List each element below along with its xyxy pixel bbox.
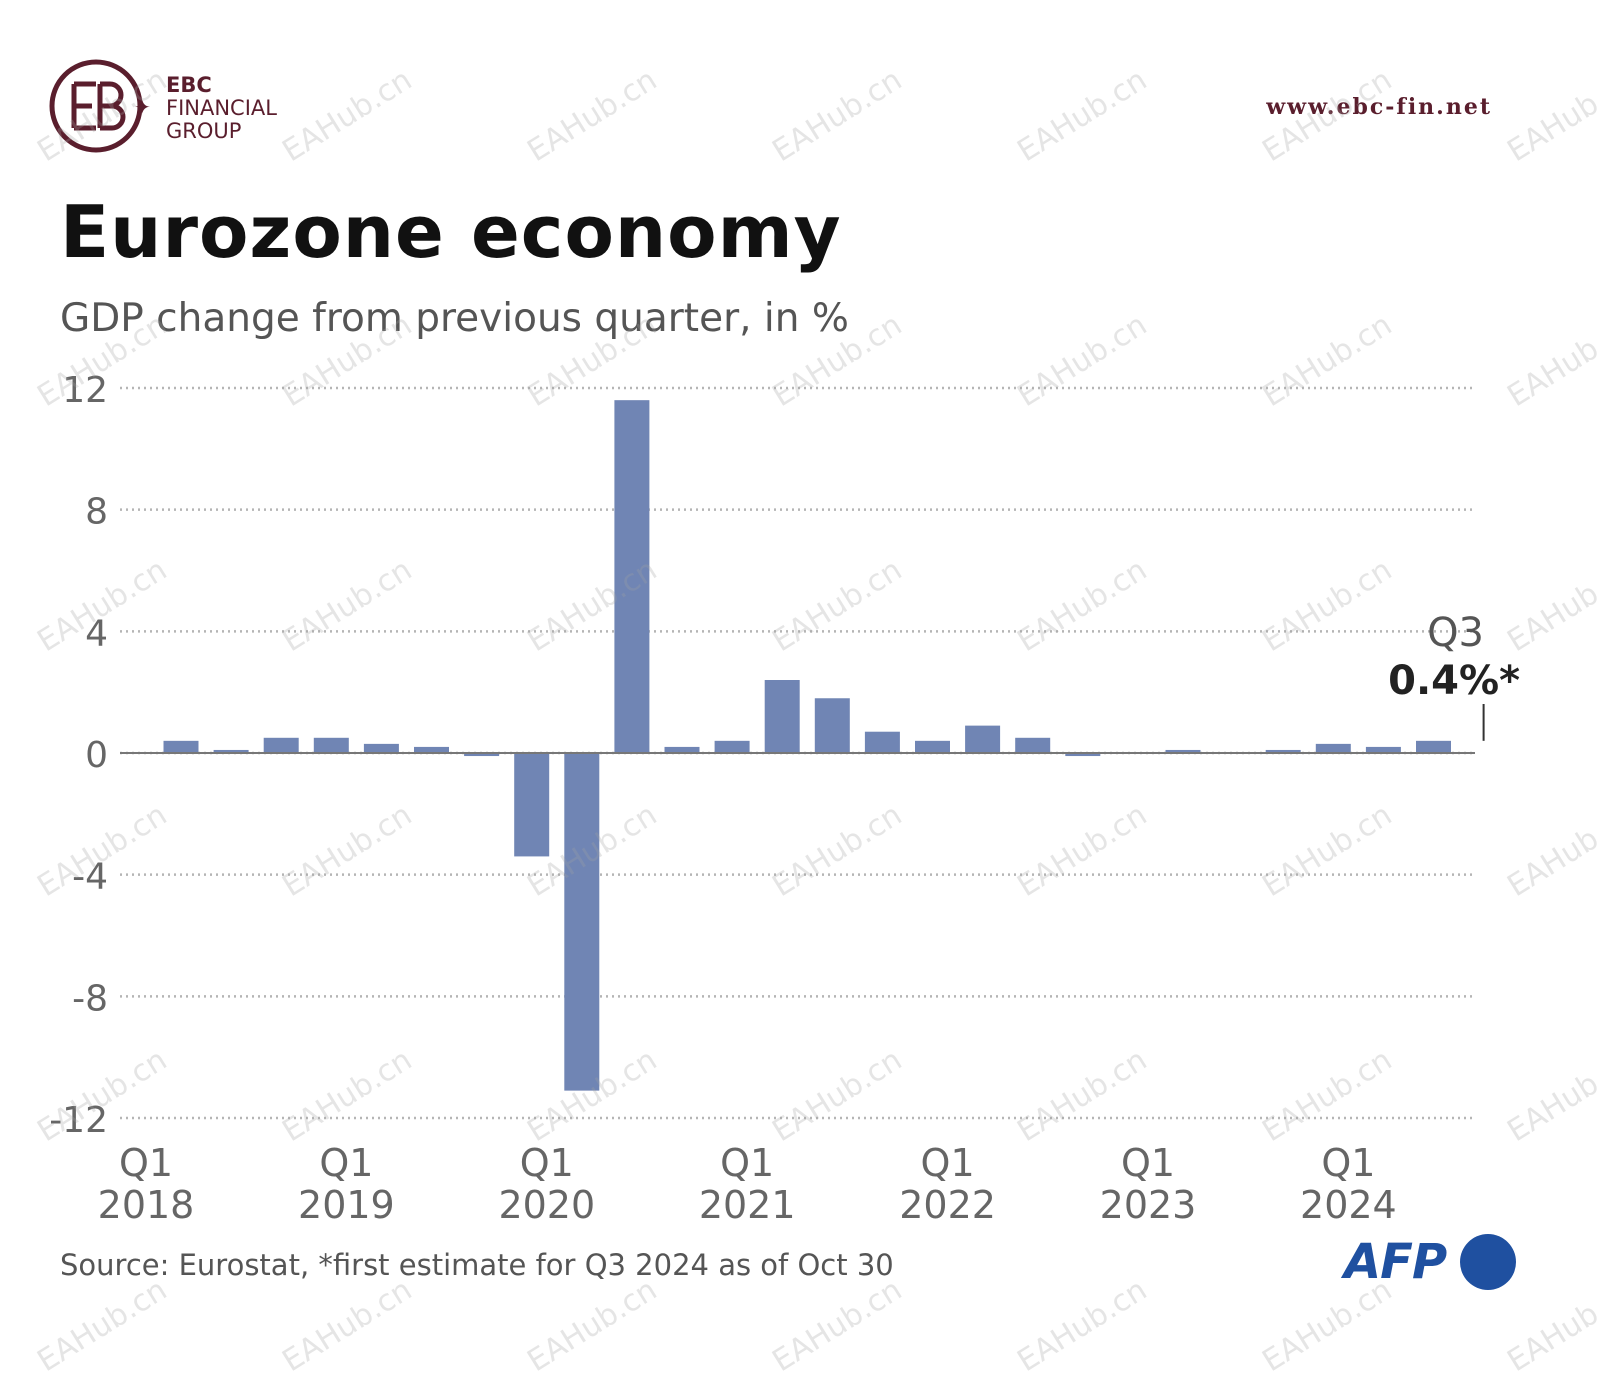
y-tick-label: -8 xyxy=(72,978,108,1019)
y-tick-label: 12 xyxy=(62,370,108,411)
bar xyxy=(714,740,750,753)
y-tick-label: -12 xyxy=(49,1100,108,1141)
x-tick-year: 2020 xyxy=(498,1183,595,1227)
x-tick-quarter: Q1 xyxy=(119,1141,173,1185)
bar xyxy=(764,680,800,753)
bar xyxy=(414,746,449,753)
bar xyxy=(163,740,199,753)
source-note: Source: Eurostat, *first estimate for Q3… xyxy=(60,1248,894,1282)
x-tick-quarter: Q1 xyxy=(720,1141,774,1185)
afp-logo-text: AFP xyxy=(1344,1234,1447,1290)
chart-subtitle: GDP change from previous quarter, in % xyxy=(60,296,849,341)
ebc-logo: ✦ xyxy=(49,59,151,153)
y-tick-label: 8 xyxy=(85,492,108,533)
annotation-value: 0.4%* xyxy=(1388,658,1520,704)
logo-line-2: FINANCIAL xyxy=(166,96,277,120)
bar xyxy=(864,731,900,753)
bar xyxy=(464,753,500,757)
afp-logo-dot xyxy=(1460,1234,1516,1290)
x-tick-year: 2019 xyxy=(298,1183,395,1227)
bar xyxy=(1365,746,1401,753)
website-url[interactable]: www.ebc-fin.net xyxy=(1266,94,1492,120)
x-tick-year: 2024 xyxy=(1300,1183,1397,1227)
x-tick-year: 2021 xyxy=(699,1183,796,1227)
y-tick-label: 4 xyxy=(85,613,108,654)
bar xyxy=(1065,753,1101,757)
bar xyxy=(814,698,850,753)
bar xyxy=(564,753,600,1091)
logo-line-3: GROUP xyxy=(166,119,242,143)
x-tick-quarter: Q1 xyxy=(319,1141,373,1185)
bar xyxy=(1265,749,1301,753)
chart-title: Eurozone economy xyxy=(60,190,842,274)
bar xyxy=(965,725,1001,753)
logo-line-1: EBC xyxy=(166,73,212,97)
x-tick-quarter: Q1 xyxy=(520,1141,574,1185)
bar xyxy=(313,737,349,753)
bar xyxy=(213,749,249,753)
bar xyxy=(514,753,550,857)
x-tick-quarter: Q1 xyxy=(1121,1141,1175,1185)
x-tick-year: 2018 xyxy=(98,1183,195,1227)
x-tick-quarter: Q1 xyxy=(921,1141,975,1185)
bar xyxy=(1165,749,1201,753)
svg-text:✦: ✦ xyxy=(134,95,151,119)
bar xyxy=(363,743,399,753)
bar xyxy=(1416,740,1451,753)
bar xyxy=(664,746,700,753)
bar xyxy=(1315,743,1351,753)
annotation-label: Q3 xyxy=(1427,610,1484,656)
y-tick-label: 0 xyxy=(85,735,108,776)
bar xyxy=(1015,737,1051,753)
x-tick-year: 2022 xyxy=(899,1183,996,1227)
x-tick-year: 2023 xyxy=(1100,1183,1197,1227)
logo-wordmark: EBC FINANCIAL GROUP xyxy=(166,74,277,143)
x-tick-quarter: Q1 xyxy=(1321,1141,1375,1185)
bar xyxy=(614,400,650,753)
bar xyxy=(915,740,950,753)
bar xyxy=(263,737,299,753)
y-tick-label: -4 xyxy=(72,857,108,898)
